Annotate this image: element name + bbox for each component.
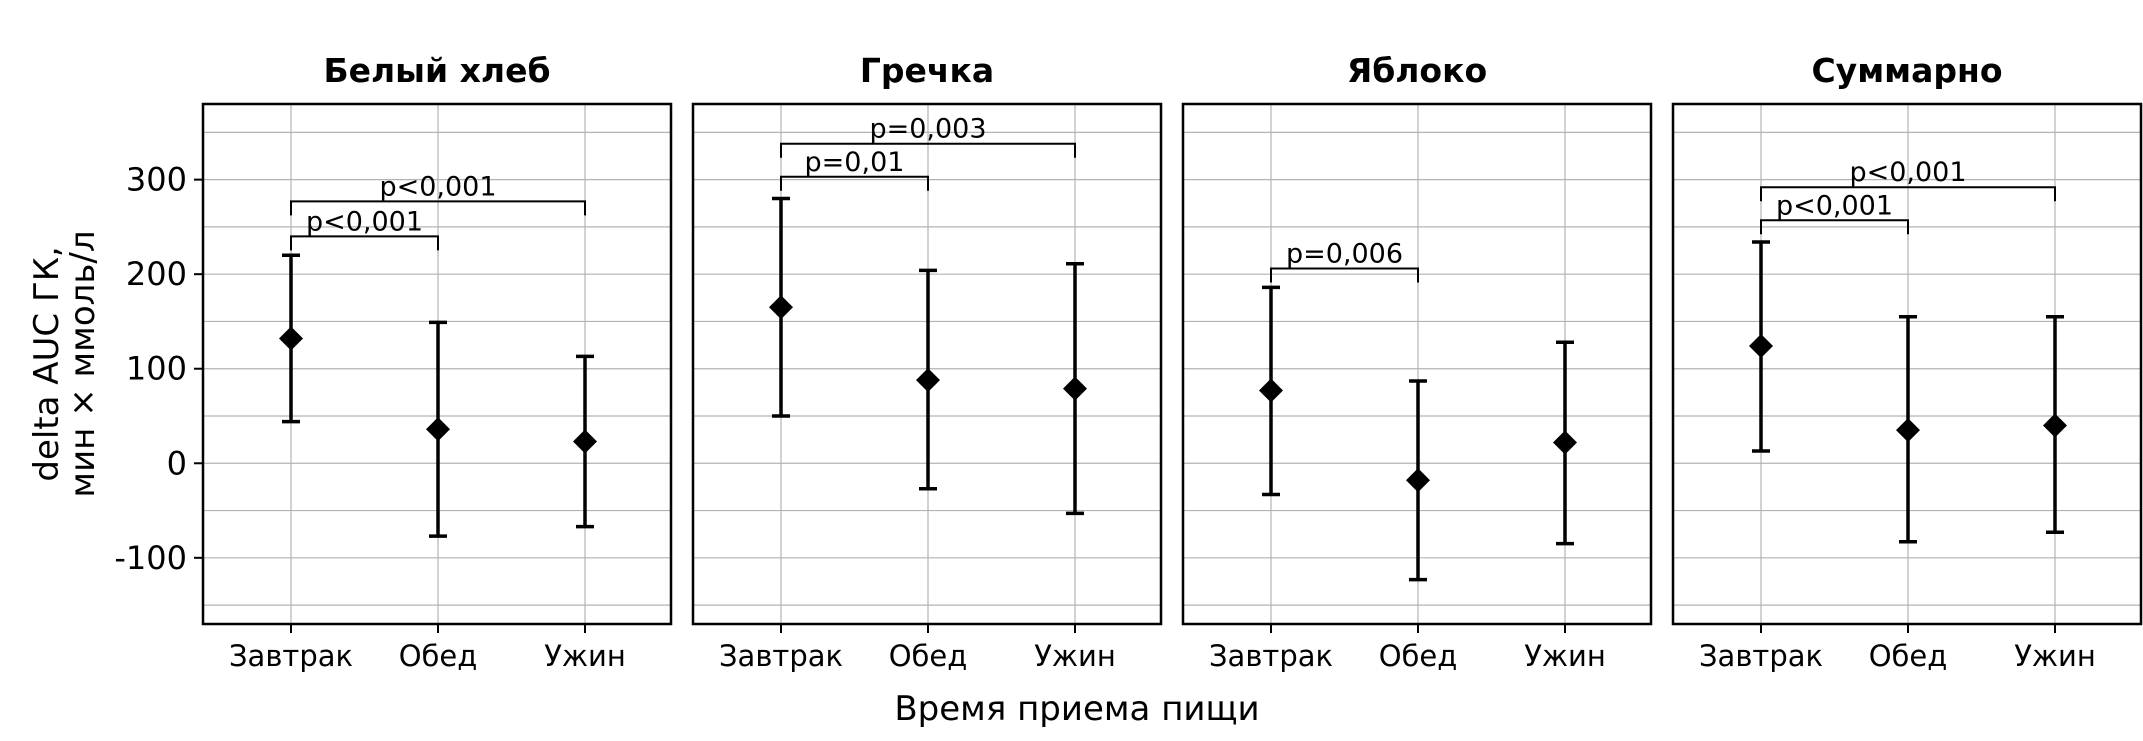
mean-point <box>2043 413 2067 438</box>
x-tick-label: Ужин <box>2014 639 2096 673</box>
panel-title: Суммарно <box>1811 51 2002 90</box>
mean-point <box>916 368 940 393</box>
x-tick-label: Обед <box>1869 639 1948 673</box>
panel-title: Белый хлеб <box>323 51 550 90</box>
significance-bracket <box>290 200 586 216</box>
p-value-label: p=0,003 <box>869 114 986 145</box>
p-value-label: p=0,01 <box>805 147 905 178</box>
panel: Белый хлеб Завтрак Обед Ужин p<0,001 p<0,001 <box>201 51 673 673</box>
x-tick-label: Ужин <box>544 639 626 673</box>
mean-point <box>573 429 597 454</box>
p-value-label: p<0,001 <box>1849 157 1966 188</box>
y-axis-label-line: delta AUC ГК, <box>27 246 67 481</box>
p-value-label: p=0,006 <box>1286 239 1403 270</box>
p-value-label: p<0,001 <box>379 171 496 202</box>
x-tick-label: Обед <box>889 639 968 673</box>
y-tick-label: -100 <box>114 539 187 577</box>
x-tick-label: Завтрак <box>229 639 353 673</box>
significance-bracket <box>780 142 1076 158</box>
y-axis-label-line: мин × ммоль/л <box>63 230 103 497</box>
mean-point <box>1063 376 1087 401</box>
x-tick-label: Обед <box>399 639 478 673</box>
panel-title: Яблоко <box>1347 51 1487 90</box>
mean-point <box>1406 468 1430 493</box>
p-value-label: p<0,001 <box>1776 190 1893 221</box>
significance-bracket <box>780 175 929 191</box>
significance-bracket <box>1760 219 1909 235</box>
y-tick-label: 200 <box>126 255 187 293</box>
x-tick-label: Ужин <box>1524 639 1606 673</box>
mean-point <box>1259 378 1283 403</box>
y-axis-label: delta AUC ГК,мин × ммоль/л <box>27 230 103 497</box>
significance-bracket <box>1760 186 2056 202</box>
x-tick-label: Завтрак <box>1699 639 1823 673</box>
y-tick-label: 300 <box>126 161 187 199</box>
x-tick-label: Завтрак <box>1209 639 1333 673</box>
panel: Гречка Завтрак Обед Ужин p=0,01p=0,003 <box>691 51 1163 673</box>
p-value-label: p<0,001 <box>306 206 423 237</box>
significance-bracket <box>290 235 439 251</box>
mean-point <box>426 417 450 442</box>
x-tick-label: Завтрак <box>719 639 843 673</box>
x-axis-label: Время приема пищи <box>894 689 1259 729</box>
panel: Яблоко Завтрак Обед Ужин p=0,006 <box>1181 51 1653 673</box>
mean-point <box>1896 418 1920 443</box>
panel-title: Гречка <box>860 51 994 90</box>
mean-point <box>279 326 303 351</box>
significance-bracket <box>1270 267 1419 283</box>
mean-point <box>769 295 793 320</box>
mean-point <box>1553 430 1577 455</box>
y-axis: -100 0 100 200 300 <box>114 161 203 577</box>
mean-point <box>1749 334 1773 359</box>
y-tick-label: 0 <box>167 444 187 482</box>
x-tick-label: Обед <box>1379 639 1458 673</box>
y-tick-label: 100 <box>126 350 187 388</box>
x-tick-label: Ужин <box>1034 639 1116 673</box>
